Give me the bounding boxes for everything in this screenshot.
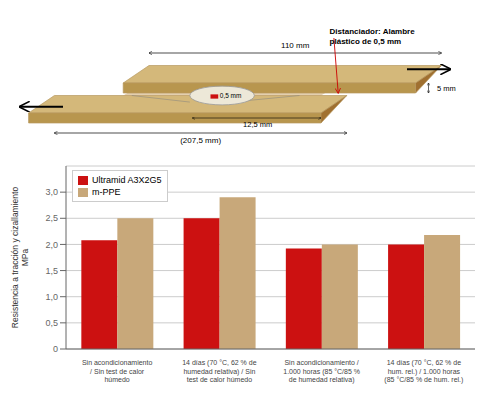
svg-text:2,0: 2,0	[45, 240, 58, 250]
svg-text:14 días (70 °C, 62 % dehum. re: 14 días (70 °C, 62 % dehum. rel.) / 1.00…	[384, 359, 463, 384]
svg-text:0: 0	[53, 344, 58, 354]
html-text:m-PPE: m-PPE	[92, 187, 121, 197]
svg-text:1,0: 1,0	[45, 292, 58, 302]
svg-text:14 días (70 °C, 62 % dehumedad: 14 días (70 °C, 62 % dehumedad relativa)…	[182, 359, 257, 383]
svg-text:Sin acondicionamiento/ Sin tes: Sin acondicionamiento/ Sin test de calor…	[82, 359, 153, 383]
svg-text:2,5: 2,5	[45, 213, 58, 223]
svg-text:12,5 mm: 12,5 mm	[243, 120, 272, 129]
html-text:Ultramid A3X2G5: Ultramid A3X2G5	[92, 175, 162, 185]
svg-text:3,0: 3,0	[45, 187, 58, 197]
svg-text:1,5: 1,5	[45, 266, 58, 276]
svg-text:Resistencia a tracción y cizal: Resistencia a tracción y cizallamientoMP…	[10, 187, 30, 329]
svg-text:0,5: 0,5	[45, 318, 58, 328]
svg-text:Sin acondicionamiento /1.000 h: Sin acondicionamiento /1.000 horas (85 °…	[283, 359, 360, 384]
svg-text:110 mm: 110 mm	[281, 41, 310, 50]
svg-text:(207,5 mm): (207,5 mm)	[180, 136, 221, 145]
svg-text:5 mm: 5 mm	[437, 84, 456, 93]
svg-text:Distanciador: Alambreplástico: Distanciador: Alambreplástico de 0,5 mm	[330, 27, 416, 46]
svg-text:0,5 mm: 0,5 mm	[220, 92, 242, 99]
